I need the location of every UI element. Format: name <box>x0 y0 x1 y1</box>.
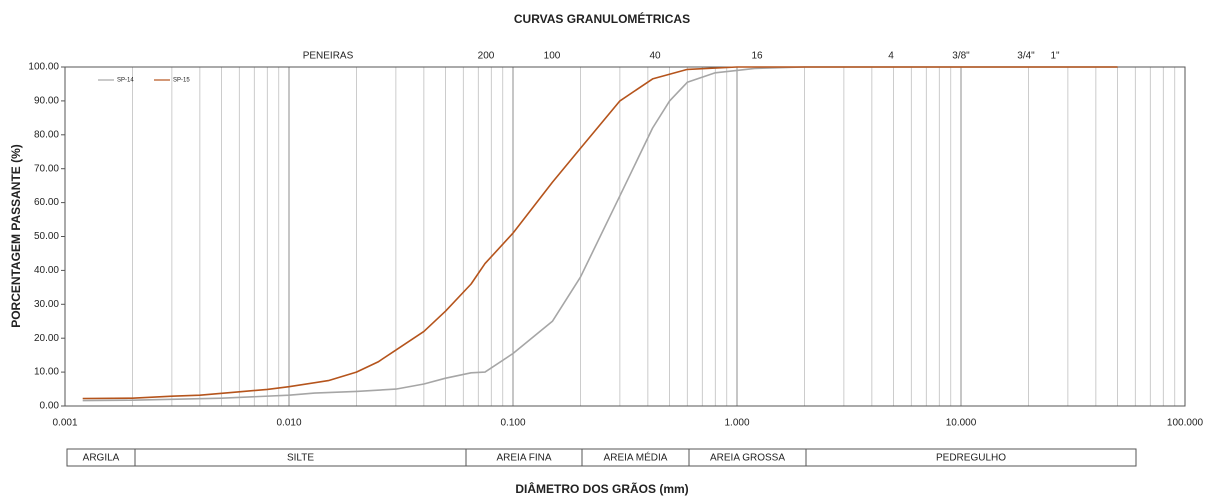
sieve-label: 40 <box>649 51 661 62</box>
sieve-label: 200 <box>478 51 495 62</box>
soil-class-label: SILTE <box>287 453 314 464</box>
y-tick-label: 100.00 <box>28 62 59 73</box>
plot-frame <box>64 66 1186 407</box>
x-tick-label: 0.010 <box>276 418 301 429</box>
sieve-label: 3/8" <box>952 51 970 62</box>
chart-title: CURVAS GRANULOMÉTRICAS <box>514 11 690 26</box>
sieve-label: 3/4" <box>1017 51 1035 62</box>
sieve-label: 4 <box>888 51 894 62</box>
x-tick-label: 1.000 <box>724 418 749 429</box>
legend-label: SP-14 <box>117 78 134 84</box>
soil-class-label: ARGILA <box>83 453 120 464</box>
y-tick-label: 50.00 <box>34 231 59 242</box>
x-axis-label: DIÂMETRO DOS GRÃOS (mm) <box>515 481 688 496</box>
soil-class-label: AREIA GROSSA <box>710 453 785 464</box>
y-tick-label: 0.00 <box>40 401 60 412</box>
x-tick-label: 0.100 <box>500 418 525 429</box>
y-tick-label: 90.00 <box>34 96 59 107</box>
y-tick-label: 80.00 <box>34 129 59 140</box>
x-tick-label: 100.000 <box>1167 418 1204 429</box>
soil-class-label: AREIA FINA <box>496 453 551 464</box>
x-tick-label: 10.000 <box>946 418 977 429</box>
sieve-label: 16 <box>751 51 763 62</box>
y-tick-label: 10.00 <box>34 367 59 378</box>
y-tick-label: 20.00 <box>34 333 59 344</box>
y-tick-label: 70.00 <box>34 163 59 174</box>
y-axis-label: PORCENTAGEM PASSANTE (%) <box>9 144 23 328</box>
series-line <box>82 66 1118 402</box>
soil-class-label: AREIA MÉDIA <box>604 451 668 464</box>
sieve-label: 1" <box>1050 51 1060 62</box>
y-tick-label: 40.00 <box>34 265 59 276</box>
sieve-label: 100 <box>544 51 561 62</box>
x-tick-label: 0.001 <box>52 418 77 429</box>
y-tick-label: 60.00 <box>34 197 59 208</box>
sieve-label: PENEIRAS <box>303 51 354 62</box>
series-line <box>82 66 1118 400</box>
legend-label: SP-15 <box>173 78 190 84</box>
y-tick-label: 30.00 <box>34 299 59 310</box>
soil-class-box <box>805 448 1137 467</box>
soil-class-label: PEDREGULHO <box>936 453 1006 464</box>
